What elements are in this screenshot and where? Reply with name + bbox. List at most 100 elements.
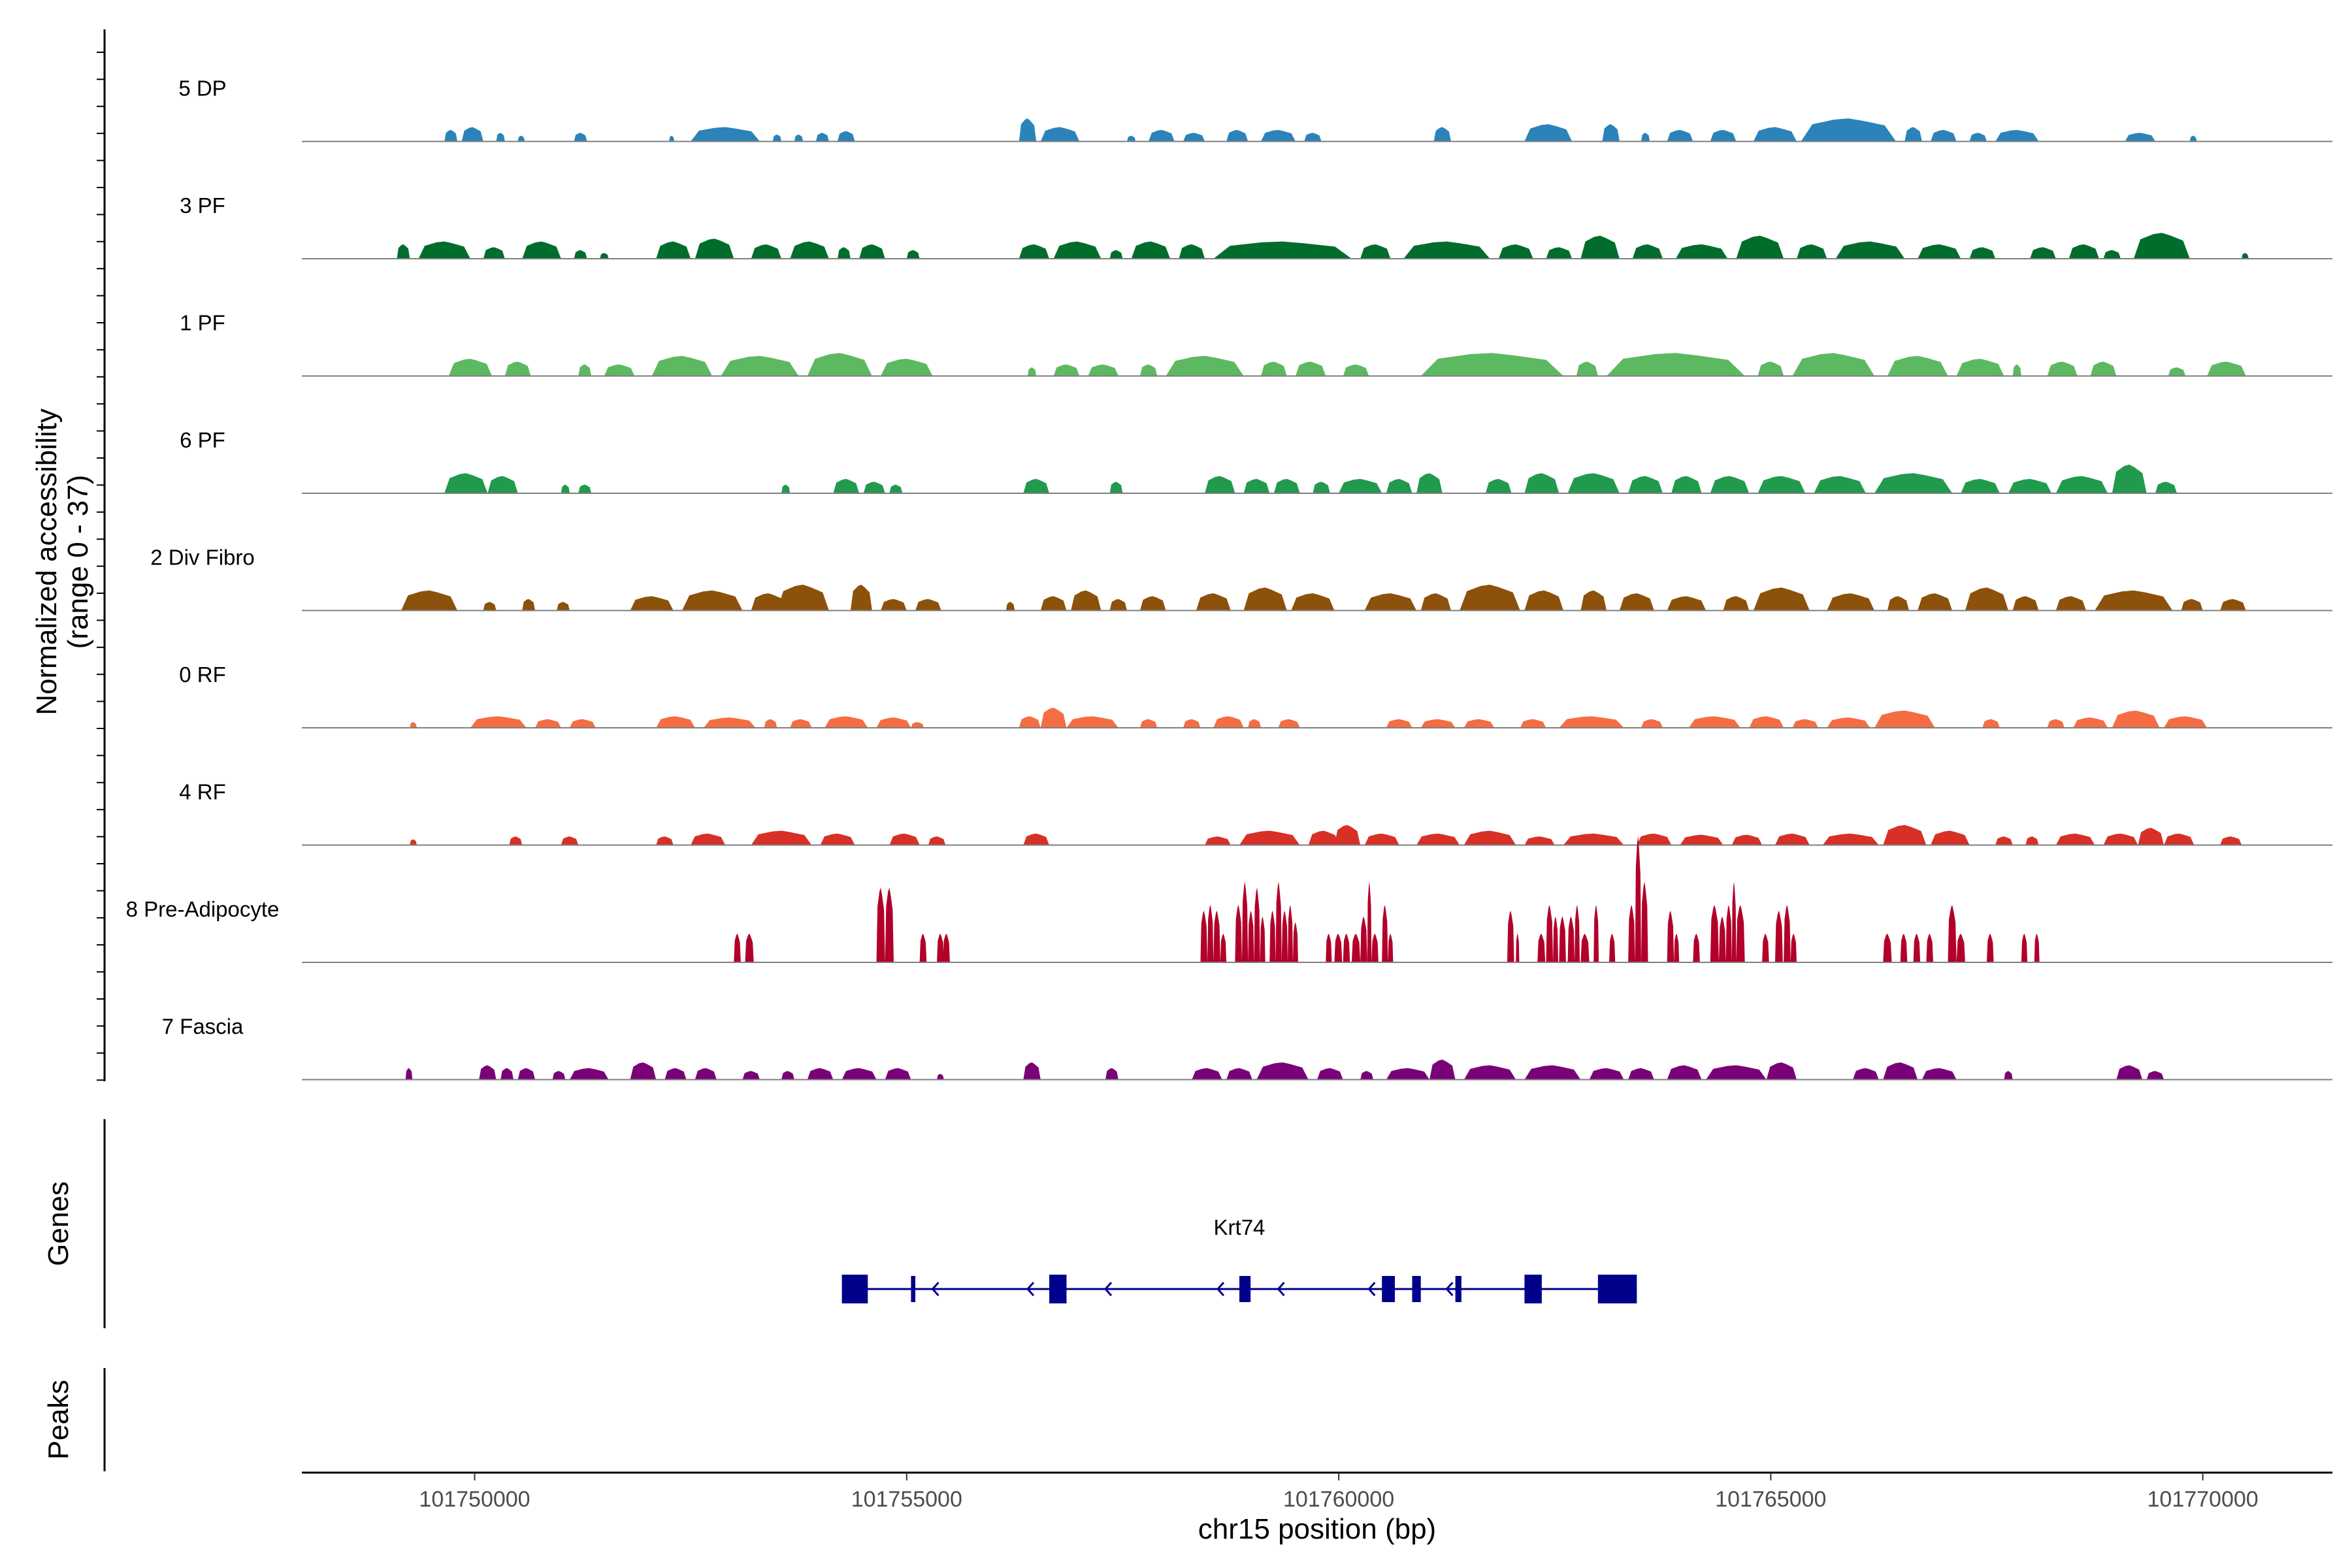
coverage-peak-4-rf-10 (1205, 836, 1231, 845)
coverage-peak-4-rf-0 (410, 839, 417, 845)
coverage-peak-3-pf-26 (1736, 235, 1784, 259)
coverage-peak-8-pre-adipocyte-33 (1546, 905, 1554, 962)
track-label: 1 PF (180, 311, 225, 335)
coverage-peak-0-rf-27 (1792, 719, 1819, 728)
coverage-peak-4-rf-32 (2220, 836, 2242, 845)
coverage-peak-7-fascia-19 (1256, 1062, 1309, 1080)
coverage-peak-3-pf-2 (483, 247, 505, 259)
coverage-peak-3-pf-34 (2133, 233, 2190, 259)
coverage-peak-0-rf-29 (1874, 710, 1935, 728)
coverage-peak-8-pre-adipocyte-46 (1693, 934, 1700, 962)
coverage-peak-0-rf-19 (1386, 719, 1413, 728)
coverage-peak-5-dp-15 (1183, 133, 1205, 142)
coverage-peak-6-pf-9 (1109, 482, 1123, 493)
coverage-peak-8-pre-adipocyte-4 (919, 934, 927, 962)
coverage-peak-2-div-fibro-30 (1918, 593, 1953, 611)
coverage-peak-7-fascia-28 (1667, 1065, 1702, 1080)
coverage-peak-2-div-fibro-16 (1196, 593, 1231, 611)
coverage-peak-5-dp-8 (794, 134, 804, 142)
coverage-peak-8-pre-adipocyte-14 (1254, 887, 1260, 962)
coverage-peak-2-div-fibro-3 (557, 602, 570, 611)
coverage-peak-6-pf-16 (1416, 473, 1443, 493)
coverage-peak-3-pf-13 (1019, 244, 1050, 259)
coverage-peak-4-rf-16 (1463, 830, 1516, 845)
coverage-peak-3-pf-8 (751, 244, 782, 259)
coverage-peak-5-dp-7 (772, 134, 782, 142)
coverage-peak-0-rf-20 (1420, 719, 1456, 728)
coverage-peak-1-pf-10 (1088, 364, 1119, 376)
coverage-peak-2-div-fibro-15 (1139, 596, 1166, 611)
coverage-peak-7-fascia-32 (1883, 1062, 1918, 1080)
coverage-peak-6-pf-11 (1243, 479, 1270, 493)
coverage-peak-2-div-fibro-35 (2181, 598, 2203, 611)
coverage-peak-8-pre-adipocyte-2 (876, 887, 885, 962)
strand-arrow-0 (931, 1281, 939, 1297)
coverage-peak-3-pf-4 (574, 250, 587, 259)
coverage-peak-0-rf-4 (656, 716, 695, 728)
coverage-peak-8-pre-adipocyte-8 (1207, 905, 1214, 962)
coverage-peak-8-pre-adipocyte-23 (1343, 934, 1350, 962)
coverage-peak-5-dp-30 (1995, 129, 2039, 142)
coverage-peak-8-pre-adipocyte-18 (1281, 910, 1288, 962)
coverage-peak-7-fascia-29 (1706, 1065, 1767, 1080)
exon-3 (1239, 1276, 1251, 1302)
coverage-peak-8-pre-adipocyte-44 (1667, 910, 1674, 962)
coverage-peak-0-rf-16 (1213, 716, 1244, 728)
coverage-peak-2-div-fibro-36 (2220, 598, 2246, 611)
coverage-peak-2-div-fibro-6 (751, 593, 786, 611)
coverage-peak-2-div-fibro-25 (1667, 596, 1707, 611)
coverage-peak-4-rf-7 (889, 833, 920, 845)
coverage-peak-3-pf-32 (2068, 244, 2099, 259)
coverage-peak-4-rf-23 (1822, 833, 1879, 845)
coverage-peak-4-rf-18 (1563, 833, 1624, 845)
coverage-peak-3-pf-23 (1580, 235, 1620, 259)
coverage-peak-8-pre-adipocyte-0 (734, 934, 741, 962)
coverage-peak-7-fascia-33 (1921, 1068, 1957, 1080)
track-0-rf: 0 RF (179, 662, 2332, 728)
coverage-peak-8-pre-adipocyte-13 (1248, 910, 1254, 962)
coverage-peak-6-pf-27 (2008, 479, 2052, 493)
coverage-peak-5-dp-25 (1753, 127, 1797, 142)
coverage-peak-3-pf-1 (418, 241, 470, 259)
coverage-peak-1-pf-20 (1792, 353, 1875, 376)
coverage-peak-1-pf-6 (807, 353, 872, 376)
coverage-peak-8-pre-adipocyte-38 (1580, 934, 1590, 962)
coverage-peak-1-pf-16 (1420, 353, 1563, 376)
coverage-peak-7-fascia-5 (569, 1068, 609, 1080)
coverage-peak-1-pf-17 (1576, 361, 1598, 376)
coverage-peak-3-pf-21 (1498, 244, 1533, 259)
coverage-peak-6-pf-18 (1524, 473, 1560, 493)
track-label: 4 RF (179, 780, 226, 804)
coverage-peak-5-dp-24 (1710, 129, 1737, 142)
coverage-peak-3-pf-9 (790, 241, 829, 259)
coverage-peak-8-pre-adipocyte-15 (1260, 916, 1266, 962)
coverage-peak-5-dp-28 (1931, 129, 1957, 142)
coverage-peak-3-pf-25 (1675, 244, 1728, 259)
coverage-peak-8-pre-adipocyte-56 (1883, 934, 1892, 962)
coverage-peak-7-fascia-6 (630, 1062, 657, 1080)
coverage-peak-1-pf-22 (1956, 359, 2004, 376)
coverage-peak-7-fascia-9 (742, 1071, 760, 1080)
coverage-peak-7-fascia-21 (1360, 1071, 1373, 1080)
coverage-peak-8-pre-adipocyte-32 (1537, 934, 1546, 962)
coverage-peak-3-pf-14 (1053, 241, 1102, 259)
coverage-peak-4-rf-29 (2103, 833, 2138, 845)
coverage-peak-8-pre-adipocyte-1 (745, 934, 754, 962)
coverage-peak-6-pf-8 (1023, 479, 1050, 493)
coverage-peak-2-div-fibro-12 (1040, 596, 1067, 611)
coverage-peak-1-pf-26 (2168, 367, 2186, 376)
coverage-peak-6-pf-20 (1628, 476, 1663, 493)
gene-label: Krt74 (1214, 1215, 1266, 1239)
coverage-axis (97, 29, 106, 1081)
coverage-peak-4-rf-20 (1680, 834, 1723, 845)
coverage-peak-8-pre-adipocyte-59 (1926, 934, 1933, 962)
coverage-peak-4-rf-8 (928, 836, 946, 845)
coverage-peak-8-pre-adipocyte-58 (1913, 934, 1921, 962)
coverage-peak-8-pre-adipocyte-10 (1220, 934, 1227, 962)
coverage-peak-2-div-fibro-13 (1071, 590, 1102, 611)
coverage-peak-1-pf-9 (1053, 364, 1080, 376)
track-label: 6 PF (180, 428, 225, 452)
coverage-peak-0-rf-28 (1827, 717, 1870, 728)
coverage-peak-2-div-fibro-26 (1723, 596, 1750, 611)
coverage-peak-5-dp-18 (1304, 133, 1322, 142)
